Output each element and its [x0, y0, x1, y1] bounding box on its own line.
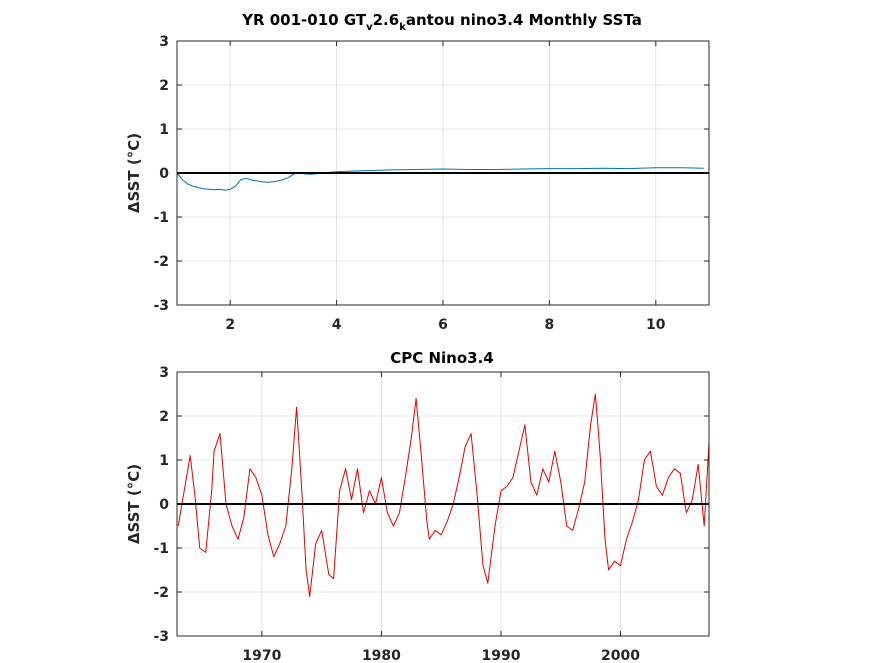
title-part2: 2.6	[373, 11, 400, 29]
top-chart-y-tick-label: -1	[153, 210, 169, 226]
top-chart-x-tick-label: 2	[225, 317, 235, 333]
bottom-chart-y-ticks: 3 2 1 0 -1 -2 -3	[153, 365, 709, 645]
top-chart-y-axis-label: ΔSST (°C)	[125, 133, 143, 213]
title-sub1: v	[366, 22, 373, 33]
top-chart-x-tick-label: 8	[545, 317, 555, 333]
bottom-chart-y-tick-label: -1	[153, 541, 169, 557]
top-chart-x-ticks: 2 4 6 8 10	[225, 41, 666, 333]
top-chart-y-tick-label: -3	[153, 298, 169, 314]
bottom-chart-y-tick-label: -2	[153, 585, 169, 601]
bottom-chart-x-tick-label: 2000	[601, 648, 640, 663]
bottom-chart-y-tick-label: 2	[159, 409, 169, 425]
bottom-chart-y-tick-label: -3	[153, 629, 169, 645]
top-chart-x-tick-label: 6	[438, 317, 448, 333]
top-chart-x-tick-label: 4	[332, 317, 342, 333]
title-part3: antou nino3.4 Monthly SSTa	[406, 11, 642, 29]
top-chart-y-tick-label: 3	[159, 34, 169, 50]
top-chart-y-tick-label: 1	[159, 122, 169, 138]
bottom-chart-series-line	[177, 393, 710, 597]
bottom-chart-x-tick-label: 1980	[362, 648, 401, 663]
bottom-chart-y-tick-label: 1	[159, 453, 169, 469]
bottom-chart-title: CPC Nino3.4	[390, 349, 493, 367]
top-chart-y-tick-label: -2	[153, 254, 169, 270]
bottom-chart-y-tick-label: 0	[159, 497, 169, 513]
bottom-chart-x-tick-label: 1990	[481, 648, 520, 663]
bottom-chart-plot-area: 1970 1980 1990 2000 3 2 1 0 -1 -2 -3	[153, 365, 710, 663]
top-chart-series-line	[176, 167, 704, 191]
bottom-chart-series	[177, 393, 710, 597]
top-chart-x-tick-label: 10	[646, 317, 666, 333]
bottom-chart-y-tick-label: 3	[159, 365, 169, 381]
top-chart-title: YR 001-010 GTv2.6kantou nino3.4 Monthly …	[241, 11, 642, 33]
bottom-chart-x-tick-label: 1970	[242, 648, 281, 663]
bottom-chart-x-ticks: 1970 1980 1990 2000	[242, 372, 640, 663]
top-chart-y-tick-label: 2	[159, 78, 169, 94]
top-chart-y-tick-label: 0	[159, 166, 169, 182]
top-chart-y-ticks: 3 2 1 0 -1 -2 -3	[153, 34, 709, 314]
title-sub2: k	[399, 22, 406, 33]
bottom-chart-y-axis-label: ΔSST (°C)	[125, 464, 143, 544]
top-chart-series	[176, 167, 704, 191]
title-part1: YR 001-010 GT	[241, 11, 367, 29]
